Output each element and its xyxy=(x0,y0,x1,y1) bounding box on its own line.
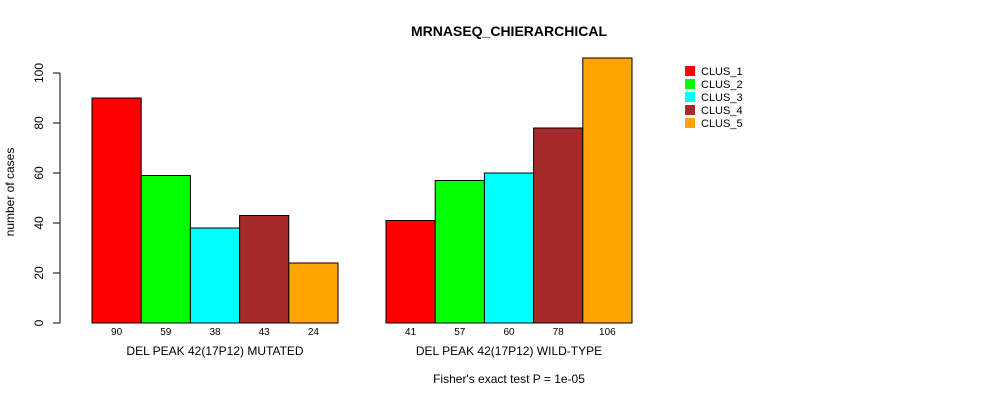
group-label-mutated: DEL PEAK 42(17P12) MUTATED xyxy=(126,344,304,358)
legend-label: CLUS_2 xyxy=(701,79,743,91)
bar-value-label: 60 xyxy=(503,327,515,338)
bar-clus-2-group-1 xyxy=(140,175,191,324)
y-tick-label: 60 xyxy=(32,166,46,180)
bar-value-label: 78 xyxy=(553,327,565,338)
bar-value-label: 24 xyxy=(308,327,320,338)
fisher-test-footnote: Fisher's exact test P = 1e-05 xyxy=(433,372,585,386)
group-label-wild-type: DEL PEAK 42(17P12) WILD-TYPE xyxy=(416,344,602,358)
legend-swatch xyxy=(685,118,695,128)
bar-value-label: 90 xyxy=(111,327,123,338)
bar-value-label: 59 xyxy=(160,327,172,338)
legend-label: CLUS_1 xyxy=(701,66,743,78)
legend-swatch xyxy=(685,92,695,102)
legend-swatch xyxy=(685,79,695,89)
bar-clus-5-group-1 xyxy=(288,262,339,324)
legend-label: CLUS_3 xyxy=(701,92,743,104)
bar-clus-5-group-2 xyxy=(582,57,633,324)
bar-value-label: 106 xyxy=(599,327,616,338)
y-tick-label: 80 xyxy=(32,116,46,130)
legend-swatch xyxy=(685,105,695,115)
bar-clus-3-group-1 xyxy=(189,227,241,324)
y-axis-label: number of cases xyxy=(3,148,17,237)
bar-clus-1-group-2 xyxy=(385,220,436,324)
bar-value-label: 38 xyxy=(209,327,221,338)
y-tick-label: 20 xyxy=(32,266,46,280)
legend-swatch xyxy=(685,66,695,76)
y-tick-label: 100 xyxy=(32,63,46,83)
bar-value-label: 57 xyxy=(454,327,466,338)
y-axis: 0 20 40 60 80 100 xyxy=(32,63,61,326)
y-tick-label: 40 xyxy=(32,216,46,230)
chart-title: MRNASEQ_CHIERARCHICAL xyxy=(411,23,607,39)
bar-clus-2-group-2 xyxy=(434,180,485,324)
value-labels: 90 59 38 43 24 41 57 60 78 106 xyxy=(111,327,616,338)
bar-value-label: 43 xyxy=(259,327,271,338)
y-tick-label: 0 xyxy=(32,319,46,326)
legend-label: CLUS_4 xyxy=(701,105,743,117)
bar-clus-4-group-2 xyxy=(533,127,584,324)
bar-clus-1-group-1 xyxy=(91,97,142,324)
bar-clus-4-group-1 xyxy=(239,215,290,324)
bar-clus-3-group-2 xyxy=(483,172,535,324)
legend-label: CLUS_5 xyxy=(701,118,743,130)
bar-value-label: 41 xyxy=(405,327,417,338)
bars xyxy=(91,57,633,324)
